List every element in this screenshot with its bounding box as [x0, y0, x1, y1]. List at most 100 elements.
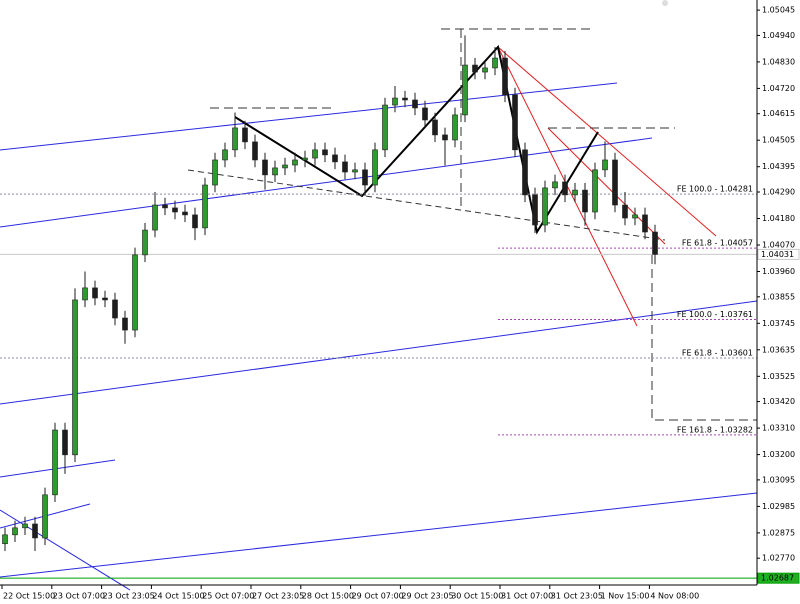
- candle-body: [112, 299, 118, 319]
- y-tick-label: 1.04830: [762, 57, 795, 66]
- candle-body: [342, 161, 348, 173]
- candle-body: [472, 64, 478, 73]
- candle-body: [222, 149, 228, 161]
- candle-body: [72, 299, 78, 456]
- candle-body: [562, 181, 568, 196]
- candle-body: [352, 169, 358, 173]
- y-tick-label: 1.02770: [762, 554, 795, 563]
- fe-label: FE 61.8 - 1.04057: [682, 239, 753, 248]
- candle-body: [172, 207, 178, 213]
- candle-body: [332, 154, 338, 163]
- y-tick-label: 1.03420: [762, 397, 795, 406]
- price-tag: [757, 572, 800, 584]
- y-tick-label: 1.04290: [762, 188, 795, 197]
- x-tick-label: 29 Oct 23:05: [401, 592, 453, 601]
- candle-body: [92, 287, 98, 299]
- candle-body: [402, 97, 408, 101]
- candle-body: [462, 64, 468, 116]
- candle-body: [582, 189, 588, 213]
- candle-body: [602, 159, 608, 171]
- fe-label: FE 100.0 - 1.04281: [677, 185, 753, 194]
- candle-body: [512, 94, 518, 151]
- candle-body: [412, 99, 418, 109]
- x-tick-label: 29 Oct 07:00: [352, 592, 404, 601]
- candle-body: [362, 169, 368, 186]
- candle-body: [452, 114, 458, 141]
- candle-body: [542, 187, 548, 226]
- y-tick-label: 1.02875: [762, 528, 795, 537]
- candle-body: [422, 107, 428, 121]
- candle-body: [592, 169, 598, 213]
- fe-label: FE 100.0 - 1.03761: [677, 310, 753, 319]
- candle-body: [82, 287, 88, 301]
- x-tick-label: 31 Oct 07:00: [501, 592, 553, 601]
- candle-body: [202, 184, 208, 229]
- candle-body: [292, 159, 298, 166]
- fe-label: FE 61.8 - 1.03601: [682, 348, 753, 357]
- candle-body: [262, 159, 268, 176]
- candle-body: [322, 149, 328, 156]
- candle-body: [312, 149, 318, 159]
- candle-body: [652, 231, 658, 255]
- candle-body: [382, 104, 388, 151]
- candle-body: [502, 57, 508, 96]
- candle-body: [522, 149, 528, 196]
- candle-body: [212, 159, 218, 186]
- price-tag: [757, 248, 800, 260]
- candle-body: [192, 214, 198, 229]
- y-tick-label: 1.03525: [762, 372, 795, 381]
- candle-body: [2, 534, 8, 545]
- channel-line: [0, 137, 653, 228]
- x-tick-label: 28 Oct 15:00: [302, 592, 354, 601]
- x-tick-label: 24 Oct 15:00: [152, 592, 204, 601]
- status-dot: [662, 0, 668, 6]
- y-tick-label: 1.02985: [762, 502, 795, 511]
- y-tick-label: 1.04180: [762, 214, 795, 223]
- y-tick-label: 1.04940: [762, 31, 795, 40]
- y-tick-label: 1.03960: [762, 267, 795, 276]
- candle-body: [142, 229, 148, 256]
- channel-line: [0, 492, 758, 578]
- candle-body: [122, 317, 128, 331]
- y-tick-label: 1.03855: [762, 292, 795, 301]
- channel-line: [0, 300, 758, 405]
- y-tick-label: 1.03635: [762, 345, 795, 354]
- candle-body: [432, 119, 438, 136]
- candle-body: [52, 429, 58, 496]
- candle-body: [272, 167, 278, 176]
- y-tick-label: 1.04505: [762, 136, 795, 145]
- candle-body: [372, 149, 378, 186]
- y-tick-label: 1.05045: [762, 6, 795, 15]
- y-tick-label: 1.04720: [762, 84, 795, 93]
- x-tick-label: 22 Oct 15:00: [3, 592, 55, 601]
- y-tick-label: 1.04070: [762, 241, 795, 250]
- price-tag-label: 1.04031: [761, 250, 794, 259]
- candle-body: [252, 141, 258, 161]
- candle-body: [182, 211, 188, 216]
- x-tick-label: 23 Oct 07:00: [53, 592, 105, 601]
- candle-body: [622, 204, 628, 219]
- fe-label: FE 161.8 - 1.03282: [677, 425, 753, 434]
- candle-body: [32, 523, 38, 539]
- candle-body: [162, 204, 168, 209]
- candle-body: [392, 97, 398, 106]
- candle-body: [552, 181, 558, 189]
- candle-body: [282, 164, 288, 169]
- y-tick-label: 1.04395: [762, 162, 795, 171]
- channel-line: [0, 82, 618, 151]
- candle-body: [532, 194, 538, 226]
- y-tick-label: 1.04615: [762, 109, 795, 118]
- y-tick-label: 1.03310: [762, 424, 795, 433]
- candle-body: [102, 297, 108, 301]
- candle-body: [132, 254, 138, 331]
- fan-line: [497, 46, 717, 237]
- candle-body: [62, 429, 68, 456]
- y-tick-label: 1.03095: [762, 475, 795, 484]
- candle-body: [612, 159, 618, 206]
- candle-body: [42, 494, 48, 539]
- candle-body: [642, 214, 648, 233]
- x-tick-label: 31 Oct 23:05: [551, 592, 603, 601]
- channel-line: [0, 509, 131, 591]
